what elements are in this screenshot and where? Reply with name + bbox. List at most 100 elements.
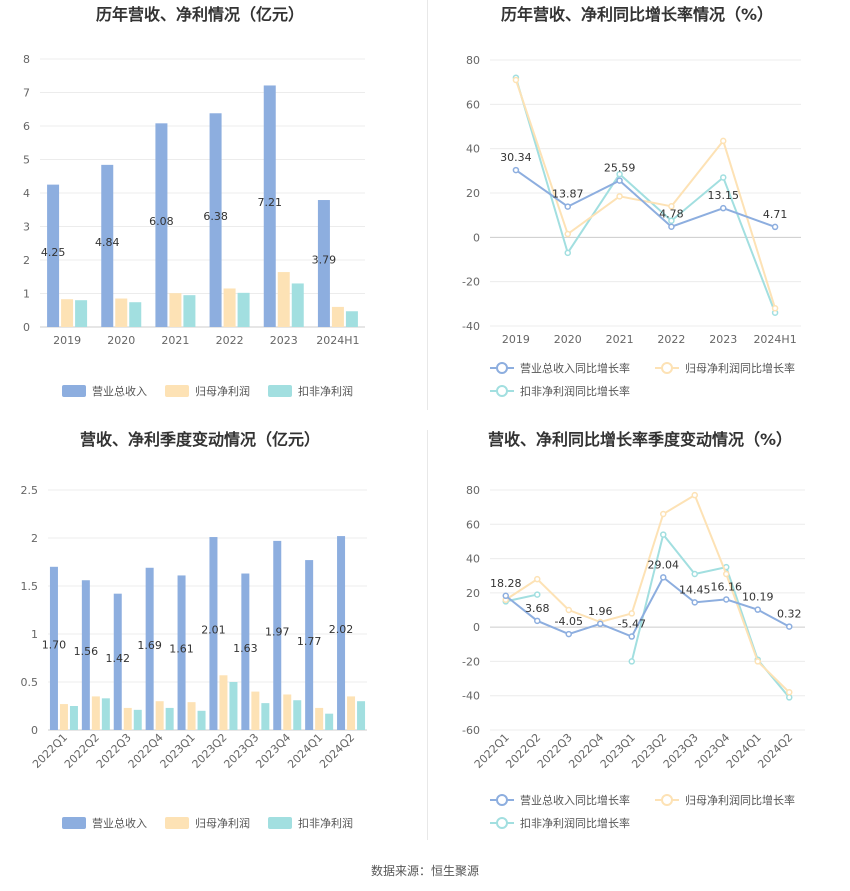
point-value-label: -4.05 bbox=[555, 615, 583, 628]
bar-value-label: 1.63 bbox=[233, 642, 258, 655]
bar-value-label: 1.69 bbox=[137, 639, 162, 652]
data-point bbox=[564, 203, 571, 210]
bar bbox=[283, 694, 292, 730]
y-tick-label: -20 bbox=[462, 655, 480, 668]
data-point bbox=[628, 658, 635, 665]
data-point bbox=[754, 658, 761, 665]
bar bbox=[145, 567, 154, 730]
legend-label: 扣非净利润 bbox=[298, 816, 353, 830]
bar bbox=[169, 293, 182, 327]
bar bbox=[49, 566, 58, 730]
y-tick-label: 80 bbox=[466, 54, 480, 67]
bar bbox=[69, 706, 78, 730]
bar-value-label: 1.42 bbox=[106, 652, 131, 665]
y-tick-label: 3 bbox=[23, 221, 30, 234]
y-tick-label: 0 bbox=[473, 231, 480, 244]
x-tick-label: 2023 bbox=[709, 333, 737, 346]
legend-label: 扣非净利润 bbox=[298, 384, 353, 398]
legend-label: 营业总收入 bbox=[92, 816, 147, 830]
y-tick-label: 5 bbox=[23, 154, 30, 167]
bar bbox=[223, 288, 236, 327]
bar-value-label: 1.61 bbox=[169, 643, 194, 656]
legend-label: 归母净利润同比增长率 bbox=[685, 793, 795, 807]
bar-value-label: 2.01 bbox=[201, 624, 226, 637]
bar-value-label: 6.08 bbox=[149, 215, 174, 228]
point-value-label: 13.87 bbox=[552, 188, 584, 201]
data-point bbox=[534, 591, 541, 598]
panel-divider-top bbox=[427, 0, 428, 410]
legend-swatch bbox=[62, 385, 86, 397]
data-point bbox=[771, 305, 779, 312]
bar-value-label: 4.25 bbox=[41, 246, 66, 259]
bar-value-label: 2.02 bbox=[329, 623, 354, 636]
data-point bbox=[565, 630, 572, 638]
x-tick-label: 2020 bbox=[554, 333, 582, 346]
data-point bbox=[691, 570, 698, 578]
chart-title: 历年营收、净利情况（亿元） bbox=[96, 5, 304, 24]
bar bbox=[251, 691, 260, 730]
y-tick-label: 7 bbox=[23, 87, 30, 100]
data-point bbox=[534, 575, 541, 583]
bar bbox=[47, 184, 60, 327]
legend-marker bbox=[661, 362, 673, 374]
bar bbox=[277, 272, 290, 327]
point-value-label: 16.16 bbox=[711, 580, 743, 593]
quarterly-growth-rate-chart: 营收、净利同比增长率季度变动情况（%） -60 -40 -20 0 20 40 60 80 202… bbox=[425, 425, 850, 845]
y-tick-label: -40 bbox=[462, 320, 480, 333]
bar-value-label: 4.84 bbox=[95, 236, 120, 249]
chart-title: 历年营收、净利同比增长率情况（%） bbox=[501, 5, 773, 24]
data-point bbox=[691, 599, 698, 606]
quarterly-growth-rate-svg: 营收、净利同比增长率季度变动情况（%） -60 -40 -20 0 20 40 60 80 202… bbox=[462, 430, 805, 830]
y-tick-label: 0.5 bbox=[21, 676, 39, 689]
bar bbox=[183, 295, 196, 327]
data-point bbox=[668, 223, 675, 230]
legend-label: 扣非净利润同比增长率 bbox=[520, 816, 630, 830]
bar bbox=[91, 696, 100, 730]
y-tick-label: 0 bbox=[31, 724, 38, 737]
data-point bbox=[512, 166, 520, 174]
bar bbox=[293, 700, 302, 730]
x-tick-label: 2024Q2 bbox=[755, 731, 795, 771]
bar bbox=[177, 575, 186, 730]
bar bbox=[291, 283, 304, 327]
y-tick-label: 0 bbox=[23, 321, 30, 334]
data-point bbox=[534, 617, 541, 625]
x-tick-label: 2023 bbox=[270, 334, 298, 347]
data-point bbox=[512, 76, 520, 84]
y-tick-label: 60 bbox=[466, 518, 480, 531]
point-value-label: 30.34 bbox=[500, 151, 532, 164]
legend-swatch bbox=[165, 817, 189, 829]
y-tick-label: 6 bbox=[23, 120, 30, 133]
point-value-label: 10.19 bbox=[742, 591, 774, 604]
bar bbox=[219, 675, 228, 730]
data-point bbox=[786, 623, 793, 630]
x-tick-label: 2024H1 bbox=[316, 334, 359, 347]
point-value-label: 0.32 bbox=[777, 608, 802, 621]
y-tick-label: -20 bbox=[462, 276, 480, 289]
y-tick-label: 80 bbox=[466, 484, 480, 497]
legend-marker bbox=[496, 362, 508, 374]
bar-value-label: 1.97 bbox=[265, 625, 290, 638]
x-tick-label: 2020 bbox=[107, 334, 135, 347]
y-tick-label: 2 bbox=[31, 532, 38, 545]
annual-growth-rate-svg: 历年营收、净利同比增长率情况（%） -40 -20 0 20 40 60 80 2019 2020… bbox=[462, 5, 801, 398]
bar bbox=[209, 537, 218, 730]
y-tick-label: -40 bbox=[462, 690, 480, 703]
legend-swatch bbox=[165, 385, 189, 397]
bar bbox=[155, 701, 164, 730]
bar bbox=[315, 707, 324, 730]
bar-value-label: 3.79 bbox=[312, 254, 337, 267]
legend-swatch bbox=[268, 817, 292, 829]
y-tick-label: 2.5 bbox=[21, 484, 39, 497]
data-point bbox=[723, 570, 730, 578]
data-point bbox=[668, 217, 675, 224]
point-value-label: 4.78 bbox=[659, 208, 684, 221]
bar bbox=[81, 580, 90, 730]
data-point bbox=[616, 177, 623, 184]
data-point bbox=[771, 223, 779, 231]
data-point bbox=[564, 249, 571, 257]
bar bbox=[305, 560, 314, 730]
point-value-label: -5.47 bbox=[618, 618, 646, 631]
y-tick-label: 20 bbox=[466, 587, 480, 600]
data-source-note: 数据来源：恒生聚源 bbox=[370, 864, 479, 878]
